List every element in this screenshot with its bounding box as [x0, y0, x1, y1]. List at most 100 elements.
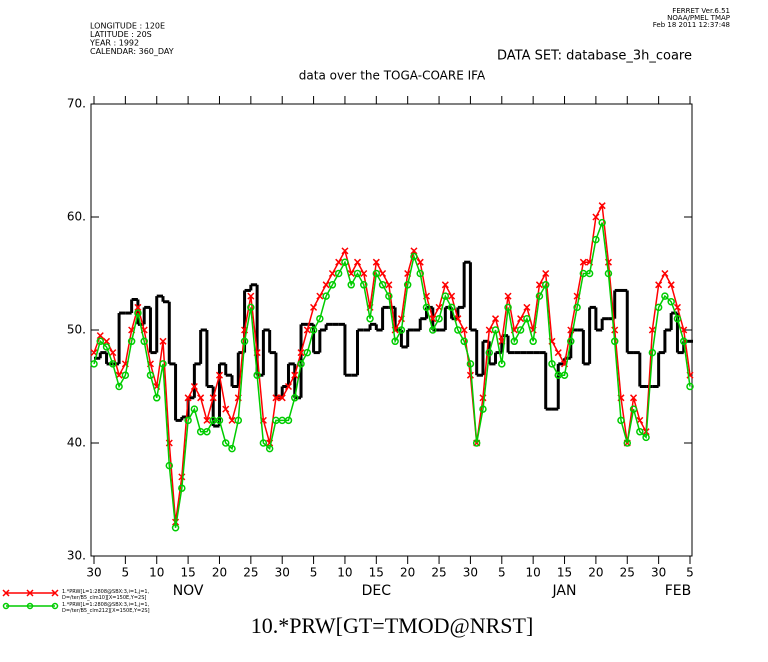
circle-marker	[604, 269, 613, 278]
circle-marker	[221, 439, 230, 447]
circle-marker	[447, 303, 456, 312]
x-tick-label: 30	[651, 566, 666, 580]
circle-marker	[498, 360, 506, 368]
x-marker	[598, 202, 606, 210]
circle-marker	[146, 371, 155, 379]
circle-marker	[152, 394, 161, 402]
circle-marker	[567, 337, 575, 346]
x-marker	[297, 349, 305, 357]
x-marker	[278, 394, 286, 402]
circle-marker	[416, 269, 424, 278]
x-tick-label: 30	[275, 566, 290, 580]
x-marker	[661, 269, 669, 278]
legend-marker	[2, 589, 10, 597]
dataset-label: DATA SET: database_3h_coare	[497, 49, 692, 64]
circle-marker	[178, 484, 186, 492]
x-marker	[303, 326, 311, 334]
x-marker	[460, 326, 468, 334]
circle-marker	[403, 281, 412, 289]
x-marker	[648, 326, 656, 334]
circle-marker	[102, 343, 111, 351]
x-marker	[416, 258, 424, 266]
legend-label-line: D=/ter/B5_clm10][X=150E,Y=2S]	[62, 595, 146, 601]
x-marker	[655, 281, 663, 289]
circle-marker	[291, 394, 299, 402]
circle-marker	[171, 524, 180, 532]
circle-marker	[529, 337, 537, 346]
legend-label-line: 1.*PRW[L=1:2808@SBX:3,i=1,j=1,	[62, 589, 150, 595]
month-label: FEB	[665, 583, 692, 599]
x-marker	[215, 371, 224, 379]
circle-marker	[247, 303, 255, 312]
circle-marker	[686, 382, 694, 391]
x-marker	[535, 281, 543, 289]
circle-marker	[516, 326, 525, 334]
circle-marker	[573, 303, 581, 312]
legend-marker	[51, 589, 59, 597]
x-marker	[523, 303, 531, 311]
circle-marker	[541, 281, 550, 289]
circle-marker	[460, 337, 468, 346]
x-tick-label: 25	[243, 566, 258, 580]
x-marker	[466, 371, 474, 379]
legend-marker	[2, 602, 10, 610]
x-marker	[335, 258, 343, 266]
x-marker	[341, 247, 349, 255]
circle-marker	[491, 326, 500, 334]
circle-marker	[121, 371, 130, 379]
x-marker	[284, 382, 293, 391]
circle-marker	[661, 292, 669, 300]
x-tick-label: 5	[498, 566, 506, 580]
circle-marker	[322, 292, 330, 300]
month-label: JAN	[552, 583, 577, 599]
x-marker	[184, 394, 192, 402]
circle-marker	[284, 416, 293, 425]
main-label: 10.*PRW[GT=TMOD@NRST]	[251, 613, 534, 638]
circle-marker	[140, 337, 148, 346]
circle-marker	[523, 314, 531, 323]
circle-marker	[667, 298, 675, 306]
circle-marker	[203, 427, 211, 436]
x-marker	[667, 281, 675, 289]
x-marker	[517, 315, 525, 323]
x-tick-label: 10	[149, 566, 164, 580]
circle-marker	[353, 269, 362, 278]
circle-marker	[679, 337, 688, 346]
circle-marker	[360, 281, 368, 289]
x-marker	[178, 473, 186, 481]
circle-marker	[334, 269, 343, 278]
circle-marker	[472, 439, 481, 447]
x-marker	[353, 258, 362, 266]
x-marker	[542, 269, 550, 278]
circle-marker	[560, 371, 569, 379]
circle-marker	[184, 416, 192, 425]
x-tick-label: 10	[526, 566, 541, 580]
circle-marker	[165, 461, 174, 470]
x-marker	[272, 394, 280, 402]
x-tick-label: 30	[86, 566, 101, 580]
x-marker	[96, 332, 104, 340]
x-marker	[630, 394, 638, 402]
x-tick-label: 15	[369, 566, 384, 580]
circle-marker	[397, 326, 406, 334]
circle-marker	[648, 348, 657, 357]
circle-marker	[134, 309, 142, 317]
circle-marker	[253, 371, 261, 379]
circle-marker	[190, 405, 199, 413]
series-line	[93, 222, 691, 528]
circle-marker	[610, 337, 619, 346]
circle-marker	[673, 314, 682, 323]
x-tick-label: 20	[588, 566, 603, 580]
x-tick-label: 15	[180, 566, 195, 580]
x-tick-label: 30	[463, 566, 478, 580]
circle-marker	[454, 326, 462, 334]
legend-label: 1.*PRW[L=1:2808@SBX:3,i=1,j=1, D=/ter/B5_…	[62, 602, 150, 614]
circle-marker	[391, 337, 399, 346]
header-left: CALENDAR: 360_DAY	[90, 47, 174, 56]
header-left: LATITUDE : 20S	[90, 30, 152, 39]
circle-marker	[422, 303, 431, 312]
month-label: DEC	[362, 583, 392, 599]
x-marker	[592, 213, 600, 221]
legend-marker	[26, 602, 34, 610]
